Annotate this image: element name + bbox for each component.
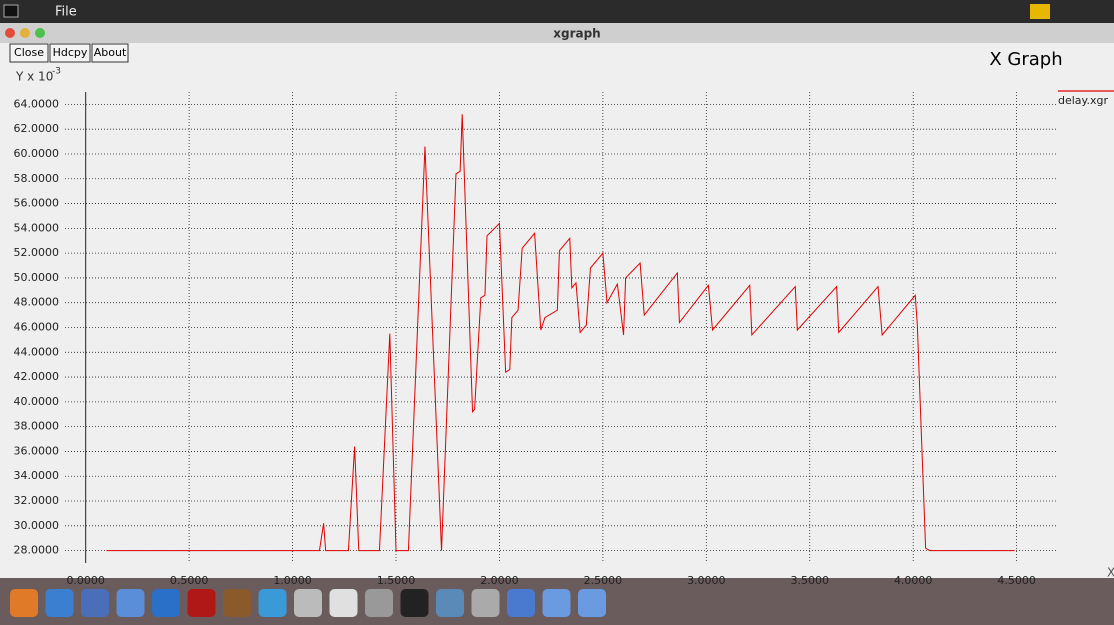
y-tick-label: 32.0000 [14,494,60,507]
dock-icon [400,589,429,617]
dock-icon [258,589,287,617]
x-tick-label: 3.0000 [687,574,726,587]
terminal-icon[interactable] [3,4,19,18]
zoom-dot[interactable] [35,28,45,38]
dock-icon [436,589,464,617]
dock-icon [329,589,358,617]
button[interactable] [49,43,91,63]
x-tick-label: 1.0000 [273,574,312,587]
y-tick-label: 40.0000 [14,395,60,408]
dock-icon [507,589,535,617]
x-tick-label: 2.0000 [480,574,519,587]
y-tick-label: 62.0000 [14,122,60,135]
menu-file[interactable]: File [55,5,77,20]
x-axis-label: X [1107,566,1114,580]
dock-icon [542,589,571,617]
dock-icon [116,589,145,617]
button-label[interactable]: Close [14,46,44,59]
window-title: xgraph [553,27,600,41]
y-tick-label: 44.0000 [14,345,60,358]
y-tick-label: 28.0000 [14,544,60,557]
y-tick-label: 64.0000 [14,97,60,110]
y-tick-label: 60.0000 [14,147,60,160]
y-tick-label: 50.0000 [14,271,60,284]
minimize-dot[interactable] [20,28,30,38]
close-dot[interactable] [5,28,15,38]
dock-icon [578,589,606,617]
y-tick-label: 34.0000 [14,469,60,482]
x-tick-label: 2.5000 [584,574,623,587]
y-tick-label: 46.0000 [14,321,60,334]
dock-icon [187,589,216,617]
menu-bar [0,0,1114,23]
y-tick-label: 48.0000 [14,296,60,309]
x-tick-label: 1.5000 [377,574,416,587]
dock-icon [152,589,180,617]
button-label[interactable]: About [94,46,127,59]
x-tick-label: 3.5000 [791,574,830,587]
dock-icon [294,589,322,617]
x-tick-label: 4.5000 [997,574,1036,587]
legend-label: delay.xgr [1058,94,1108,107]
data-line [106,114,1015,552]
y-tick-label: 58.0000 [14,172,60,185]
y-tick-label: 56.0000 [14,197,60,210]
y-tick-label: 42.0000 [14,370,60,383]
dock-icon [81,589,109,617]
dock-icon [10,589,38,617]
button[interactable] [9,43,49,63]
button[interactable] [91,43,129,63]
y-axis-exponent: -3 [52,67,61,77]
y-tick-label: 36.0000 [14,444,60,457]
dock-icon [471,589,500,617]
y-tick-label: 52.0000 [14,246,60,259]
y-tick-label: 30.0000 [14,519,60,532]
title-bar [0,23,1114,43]
x-tick-label: 4.0000 [894,574,933,587]
dock-icon [223,589,251,617]
y-tick-label: 54.0000 [14,221,60,234]
chart-title: X Graph [989,49,1062,70]
y-tick-label: 38.0000 [14,420,60,433]
y-axis-label: Y x 10 [15,70,53,84]
x-tick-label: 0.5000 [170,574,209,587]
x-tick-label: 0.0000 [66,574,105,587]
dock-icon [45,589,74,617]
tray-icon[interactable] [1030,4,1050,19]
dock-icon [365,589,393,617]
button-label[interactable]: Hdcpy [53,46,88,59]
